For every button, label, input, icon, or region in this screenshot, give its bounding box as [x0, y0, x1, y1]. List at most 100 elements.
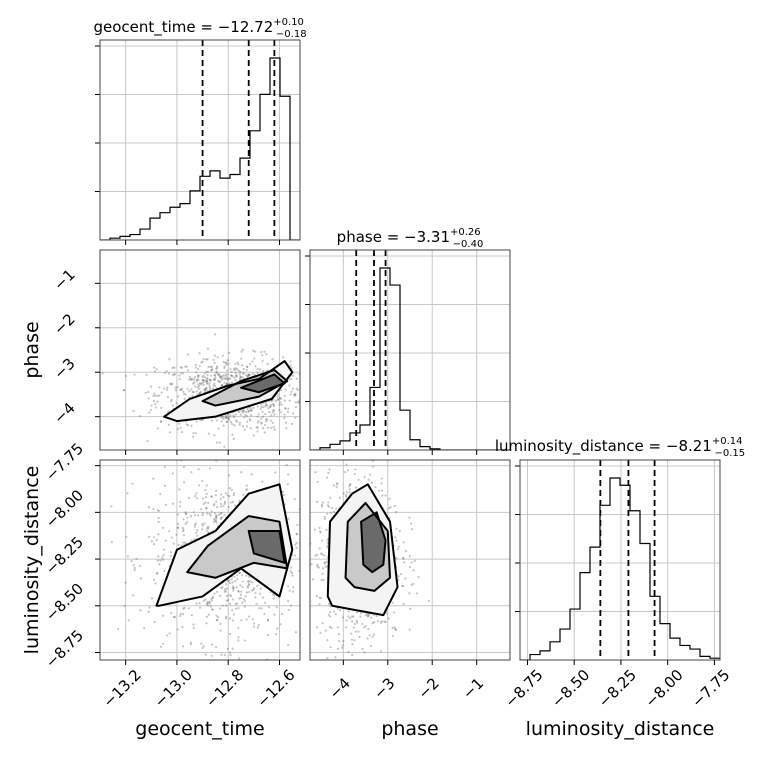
scatter-point: [232, 492, 236, 495]
scatter-point: [208, 512, 211, 516]
scatter-point: [225, 416, 228, 419]
scatter-point: [236, 361, 239, 364]
scatter-point: [203, 376, 207, 379]
scatter-point: [223, 445, 226, 448]
scatter-point: [157, 555, 160, 558]
scatter-point: [248, 373, 251, 377]
scatter-point: [332, 484, 335, 487]
scatter-point: [245, 425, 249, 428]
scatter-point: [181, 526, 184, 530]
scatter-point: [147, 397, 150, 400]
scatter-point: [230, 370, 233, 374]
scatter-point: [225, 378, 228, 381]
scatter-point: [224, 416, 227, 420]
scatter-point: [132, 594, 135, 597]
scatter-point: [342, 640, 345, 643]
scatter-point: [228, 495, 231, 498]
scatter-point: [196, 514, 200, 517]
scatter-point: [201, 514, 204, 517]
scatter-point: [270, 399, 273, 402]
scatter-point: [213, 354, 217, 357]
scatter-point: [196, 376, 200, 379]
scatter-point: [354, 681, 356, 683]
scatter-point: [402, 603, 405, 606]
scatter-point: [317, 385, 319, 387]
scatter-point: [167, 423, 170, 426]
scatter-point: [239, 374, 242, 378]
scatter-point: [253, 357, 256, 360]
y-tick-label-luminosity-distance: −8.75: [42, 626, 87, 671]
scatter-point: [290, 390, 293, 393]
scatter-point: [313, 528, 317, 531]
scatter-point: [302, 556, 304, 558]
scatter-point: [197, 383, 200, 386]
title-luminosity-distance-median: −8.21: [666, 437, 712, 455]
scatter-point: [239, 376, 242, 379]
scatter-point: [209, 379, 212, 382]
scatter-point: [294, 394, 297, 397]
scatter-point: [195, 371, 198, 374]
scatter-point: [221, 354, 225, 357]
scatter-point: [170, 383, 173, 386]
scatter-point: [127, 619, 130, 622]
scatter-point: [205, 484, 208, 487]
scatter-point: [348, 485, 351, 488]
scatter-point: [296, 523, 299, 526]
scatter-point: [198, 392, 201, 395]
scatter-point: [324, 629, 327, 632]
scatter-point: [203, 522, 206, 525]
scatter-point: [252, 406, 255, 410]
scatter-point: [410, 561, 413, 564]
scatter-point: [171, 373, 175, 376]
scatter-point: [208, 385, 211, 389]
scatter-point: [199, 606, 202, 609]
scatter-point: [231, 433, 234, 436]
scatter-point: [164, 539, 167, 542]
scatter-point: [238, 657, 241, 660]
scatter-point: [174, 389, 178, 392]
scatter-point: [186, 369, 190, 372]
scatter-point: [241, 601, 244, 604]
scatter-point: [227, 378, 230, 381]
scatter-point: [179, 388, 183, 391]
scatter-point: [154, 582, 157, 585]
scatter-point: [237, 590, 240, 593]
scatter-point: [327, 602, 331, 606]
scatter-point: [371, 622, 374, 625]
scatter-point: [350, 620, 354, 623]
scatter-point: [305, 566, 307, 568]
title-luminosity-distance-prefix: luminosity_distance =: [495, 437, 666, 456]
scatter-point: [242, 372, 245, 375]
scatter-point: [195, 390, 199, 393]
scatter-point: [265, 353, 268, 356]
scatter-point: [125, 535, 128, 538]
scatter-point: [197, 374, 200, 377]
scatter-point: [260, 403, 263, 406]
scatter-point: [363, 651, 366, 654]
scatter-point: [267, 452, 269, 454]
scatter-point: [329, 511, 333, 514]
scatter-point: [198, 484, 201, 487]
scatter-point: [307, 495, 309, 497]
scatter-point: [347, 651, 350, 654]
scatter-point: [315, 626, 319, 629]
scatter-point: [169, 382, 172, 385]
scatter-point: [218, 375, 221, 379]
scatter-point: [215, 619, 219, 622]
scatter-point: [186, 424, 190, 427]
scatter-point: [260, 422, 263, 425]
scatter-point: [158, 394, 161, 397]
scatter-point: [260, 350, 263, 354]
scatter-point: [302, 405, 304, 407]
scatter-point: [261, 410, 264, 413]
scatter-point: [207, 501, 210, 504]
title-luminosity-distance-minus: −0.15: [715, 448, 746, 459]
scatter-point: [232, 437, 235, 440]
scatter-point: [194, 363, 197, 366]
scatter-point: [213, 373, 216, 377]
scatter-point: [191, 435, 195, 438]
scatter-point: [342, 492, 345, 495]
scatter-point: [318, 596, 321, 599]
ylabel-phase: phase: [21, 321, 43, 378]
scatter-point: [220, 377, 223, 380]
